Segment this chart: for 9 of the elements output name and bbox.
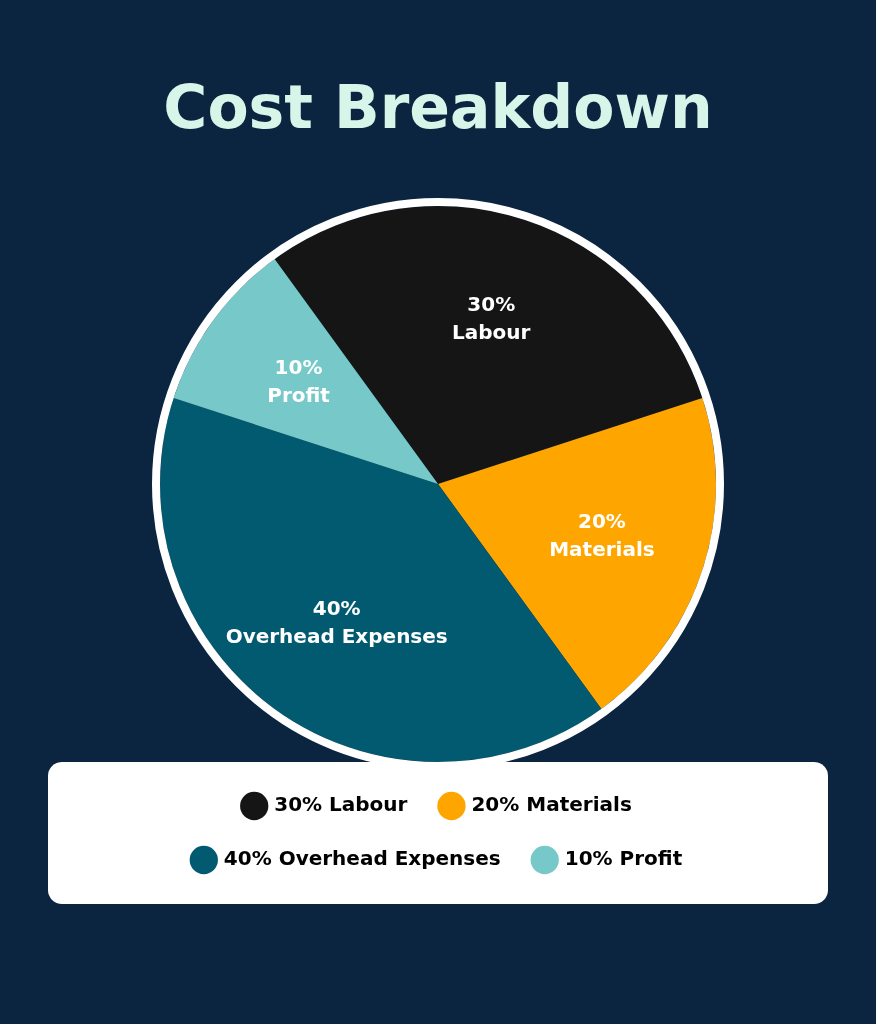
slice-label: 40% Overhead Expenses [225, 595, 448, 648]
legend-label: 30% Labour [274, 792, 408, 817]
chart-title: Cost Breakdown [162, 72, 714, 142]
legend-label: 20% Materials [471, 792, 632, 817]
slice-label: 30% Labour [452, 292, 531, 345]
slice-label: 20% Materials [549, 509, 655, 562]
legend-label: 10% Profit [564, 846, 683, 871]
slice-label: 10% Profit [267, 354, 331, 407]
legend-label: 40% Overhead Expenses [223, 846, 501, 871]
